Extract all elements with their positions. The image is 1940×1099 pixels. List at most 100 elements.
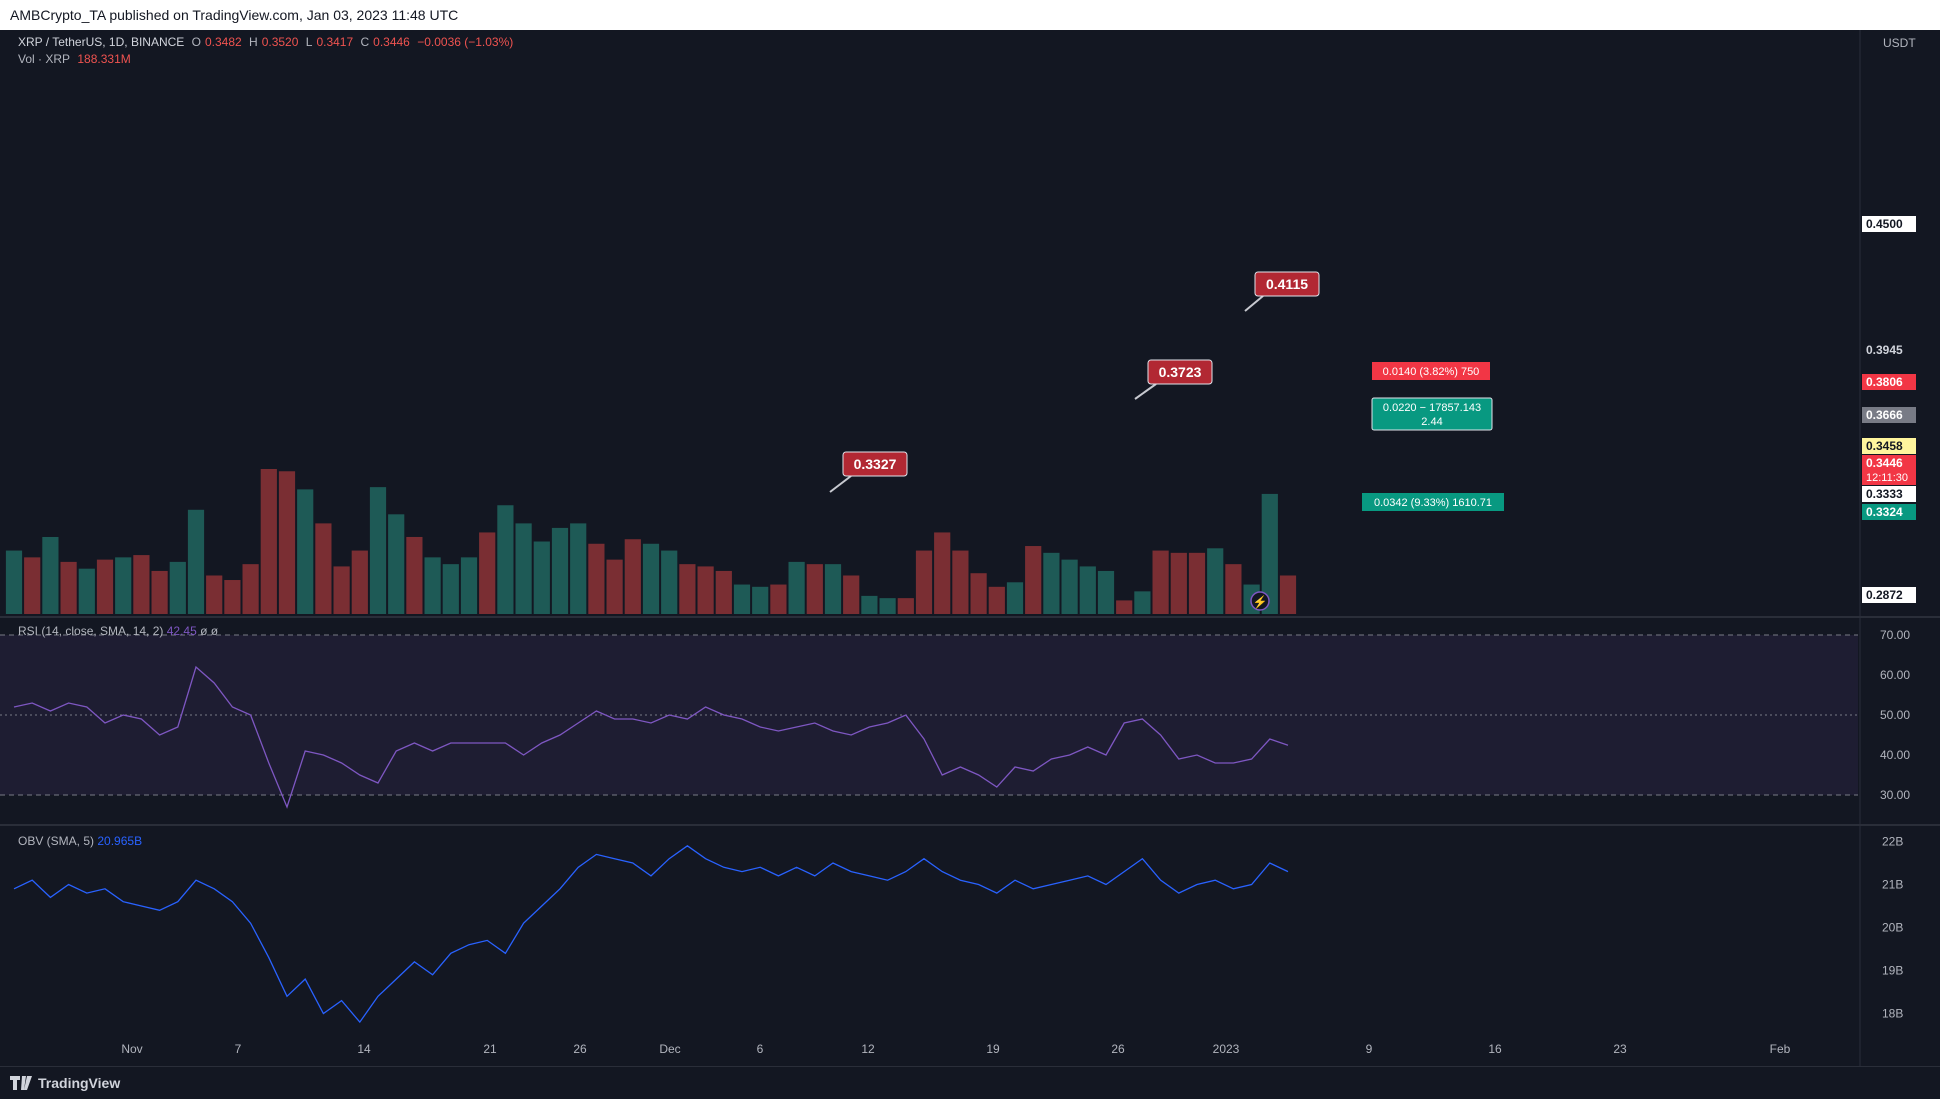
volume-bar [60, 561, 77, 614]
volume-bar [661, 550, 678, 614]
volume-bar [115, 557, 132, 614]
price-tag[interactable] [1862, 455, 1916, 485]
time-tick: Nov [121, 1042, 142, 1056]
position-stop-label: 0.0140 (3.82%) 750 [1383, 366, 1480, 378]
callout-box[interactable] [1147, 359, 1213, 385]
rsi-tick: 50.00 [1880, 708, 1910, 722]
volume-bar [570, 523, 587, 614]
callout-box[interactable] [1254, 271, 1320, 297]
rsi-extra: ø ø [200, 624, 219, 638]
volume-bar [460, 557, 478, 614]
volume-bar [278, 471, 296, 614]
open-label: O [191, 35, 201, 49]
volume-bar [915, 550, 933, 614]
price-tag[interactable] [1862, 504, 1916, 520]
volume-bar [1079, 566, 1096, 614]
price-tag[interactable] [1862, 486, 1916, 502]
obv-tick: 18B [1882, 1007, 1903, 1021]
price-tag[interactable] [1862, 216, 1916, 232]
volume-bar [5, 550, 23, 614]
volume-bar [715, 570, 732, 614]
volume-bar [788, 561, 805, 614]
tradingview-logo[interactable]: TradingView [10, 1075, 120, 1091]
time-tick: 7 [235, 1042, 242, 1056]
position-stop-label-bg [1372, 362, 1490, 380]
tradingview-logo-icon [10, 1076, 32, 1090]
callout-label: 0.3327 [854, 456, 897, 472]
volume-bar [479, 532, 496, 614]
volume-bar [442, 564, 459, 614]
high-label: H [249, 35, 258, 49]
time-tick: 12 [861, 1042, 875, 1056]
volume-bar [42, 536, 59, 614]
volume-bar [1279, 575, 1297, 614]
position-risk-label: 0.0220 − 17857.143 [1383, 402, 1481, 414]
close-value: 0.3446 [373, 35, 410, 49]
volume-label: Vol · XRP [18, 52, 71, 66]
rsi-legend[interactable]: RSI (14, close, SMA, 14, 2) 42.45 ø ø [18, 624, 218, 638]
footer-bar: TradingView [0, 1066, 1940, 1099]
rsi-tick: 70.00 [1880, 628, 1910, 642]
volume-bar [733, 584, 751, 614]
price-tag[interactable] [1862, 374, 1916, 390]
callout-pointer [1134, 383, 1157, 400]
lightning-icon[interactable] [1250, 591, 1270, 611]
close-label: C [360, 35, 370, 49]
volume-bar [169, 561, 186, 614]
volume-bar [369, 487, 387, 614]
obv-legend[interactable]: OBV (SMA, 5) 20.965B [18, 834, 142, 848]
price-tag-label: 0.2872 [1866, 588, 1903, 602]
symbol-label[interactable]: XRP / TetherUS, 1D, BINANCE [18, 35, 185, 49]
price-tag-label: 0.4500 [1866, 217, 1903, 231]
price-tag[interactable] [1862, 407, 1916, 423]
chart-canvas[interactable]: 0.4115 0.3723 0.3327 0.0140 (3.82%) 750 0.02… [0, 30, 1940, 1066]
volume-bar [1225, 564, 1242, 614]
callout-box[interactable] [842, 451, 908, 477]
volume-bar [96, 559, 114, 614]
price-tag[interactable] [1862, 342, 1916, 358]
time-tick: 23 [1613, 1042, 1627, 1056]
obv-label: OBV (SMA, 5) [18, 834, 95, 848]
position-risk-label-bg [1371, 397, 1493, 431]
time-tick: 9 [1366, 1042, 1373, 1056]
price-tag[interactable] [1862, 438, 1916, 454]
rsi-tick: 40.00 [1880, 748, 1910, 762]
time-tick: 26 [573, 1042, 587, 1056]
volume-bar [424, 557, 441, 614]
volume-bar [1006, 582, 1024, 614]
publish-header: AMBCrypto_TA published on TradingView.co… [0, 0, 1940, 30]
volume-bar [824, 564, 842, 614]
volume-bar [642, 543, 660, 614]
time-tick: 14 [357, 1042, 371, 1056]
price-tag-label: 0.3324 [1866, 505, 1903, 519]
time-tick: 2023 [1213, 1042, 1240, 1056]
price-tag-label: 0.3446 [1866, 456, 1903, 470]
volume-bar [1188, 552, 1206, 614]
time-tick: 16 [1488, 1042, 1502, 1056]
volume-bar [1207, 548, 1224, 614]
volume-bar [934, 532, 951, 614]
volume-bar [679, 564, 696, 614]
volume-legend: Vol · XRP 188.331M [18, 52, 135, 66]
volume-bar [297, 489, 314, 614]
obv-line[interactable] [13, 845, 1289, 1024]
volume-bar [333, 566, 350, 614]
volume-bar [533, 541, 550, 614]
volume-bar [1097, 570, 1115, 614]
rsi-band [0, 635, 1858, 795]
rsi-line[interactable] [13, 665, 1289, 809]
rsi-tick: 60.00 [1880, 668, 1910, 682]
time-tick: 19 [986, 1042, 1000, 1056]
volume-bar [861, 595, 878, 614]
volume-bar [315, 523, 332, 614]
volume-bar [133, 555, 150, 614]
high-value: 0.3520 [261, 35, 299, 49]
time-tick: Feb [1770, 1042, 1791, 1056]
price-tag[interactable] [1862, 587, 1916, 603]
volume-bar [406, 536, 423, 614]
volume-bar [988, 586, 1005, 614]
callout-label: 0.4115 [1266, 276, 1308, 292]
obv-tick: 21B [1882, 878, 1903, 892]
position-target-label-bg [1362, 493, 1504, 511]
volume-bar [260, 469, 277, 614]
